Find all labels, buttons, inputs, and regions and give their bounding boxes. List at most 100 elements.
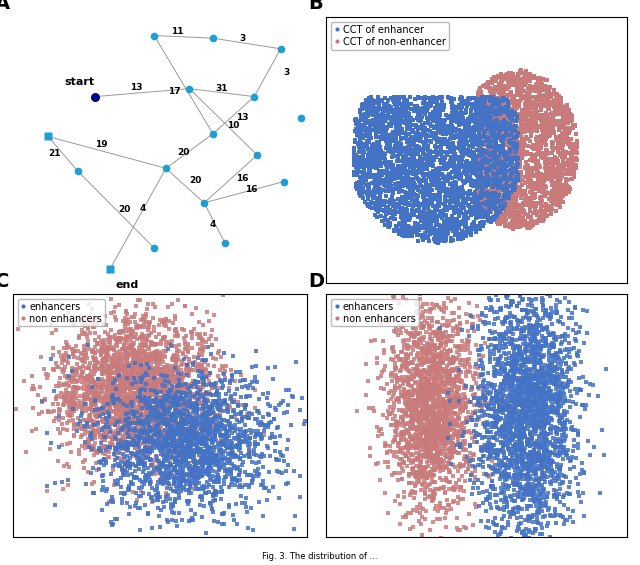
Point [438,418,449,427]
Point [534,140,544,149]
Point [188,470,198,479]
Point [120,441,131,450]
Point [523,386,533,395]
Point [490,514,500,523]
Point [465,363,475,372]
Point [92,339,102,348]
Point [147,376,157,385]
Point [228,351,239,360]
Point [184,413,195,422]
Point [487,87,497,96]
Point [144,353,154,362]
Point [396,390,406,399]
Point [459,214,469,223]
Point [210,413,220,422]
Point [130,411,140,420]
Point [180,441,190,450]
Point [502,501,513,510]
Point [494,190,504,199]
Point [525,340,535,349]
Point [465,173,475,182]
Point [422,348,432,357]
Point [553,190,563,199]
Point [386,157,396,166]
Point [138,453,148,462]
Point [550,442,561,451]
Point [444,158,454,167]
Point [412,362,422,371]
Point [541,338,551,347]
Point [403,171,413,180]
Point [403,420,413,429]
Point [408,416,418,425]
Point [191,435,202,444]
Point [176,456,186,465]
Point [414,176,424,185]
Point [513,175,523,184]
Point [391,132,401,141]
Point [506,327,516,336]
Point [556,106,566,115]
Point [481,311,492,320]
Point [220,421,230,431]
Point [122,440,132,449]
Point [185,412,195,421]
Point [495,333,506,342]
Point [100,403,110,412]
Point [418,189,428,198]
Point [394,115,404,124]
Point [517,456,527,465]
Point [142,471,152,480]
Point [540,209,550,218]
Point [512,144,522,153]
Point [77,348,87,357]
Point [490,214,500,223]
Point [533,173,543,182]
Point [395,460,405,470]
Point [517,150,527,159]
Point [415,355,426,364]
Point [403,103,413,112]
Point [465,441,475,450]
Point [406,442,416,451]
Point [456,115,467,124]
Point [147,494,157,503]
Point [451,126,461,135]
Point [161,451,171,460]
Point [492,126,502,135]
Point [156,347,166,356]
Point [500,202,511,211]
Point [142,414,152,423]
Point [518,377,529,386]
Point [410,415,420,424]
Point [516,121,526,131]
Point [484,214,495,223]
Point [284,385,294,394]
Point [516,205,527,214]
Point [490,106,500,115]
Point [515,67,525,76]
Point [428,93,438,102]
Point [548,121,558,130]
Point [184,443,195,452]
Point [540,435,550,444]
Point [116,334,126,343]
Point [466,93,476,102]
Point [474,415,484,424]
Point [532,216,542,225]
Point [170,516,180,525]
Point [525,70,535,79]
Point [545,155,555,164]
Point [500,493,511,502]
Point [206,501,216,510]
Point [374,120,385,129]
Point [419,189,429,198]
Point [86,377,96,386]
Point [143,325,153,334]
Point [214,457,224,466]
Point [129,410,139,419]
Point [521,113,531,122]
Point [561,379,571,388]
Point [460,220,470,229]
Point [436,454,446,463]
